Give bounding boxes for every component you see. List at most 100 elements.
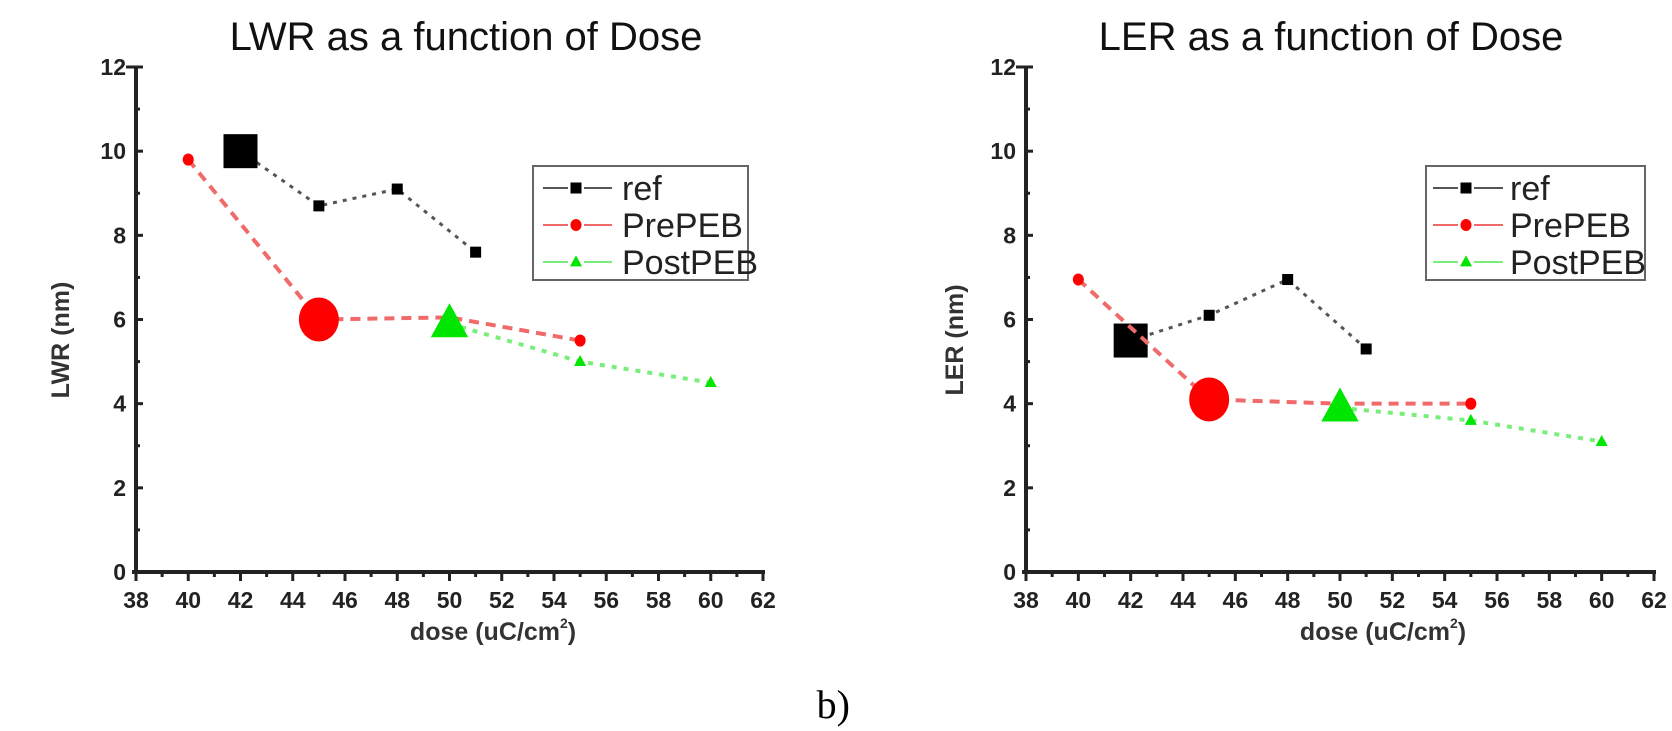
x-axis-label-end: )	[568, 618, 576, 646]
legend-marker-icon	[570, 182, 582, 194]
y-tick-label: 2	[113, 475, 126, 501]
legend-item-prepeb: PrePEB	[1433, 207, 1631, 245]
data-point	[574, 354, 587, 366]
x-tick-label: 50	[1327, 587, 1353, 613]
y-tick-label: 12	[990, 54, 1016, 80]
x-tick-label: 38	[1013, 587, 1039, 613]
x-axis-label-base: dose (uC/cm	[410, 618, 560, 646]
legend-label: ref	[622, 170, 662, 208]
x-tick-label: 42	[1118, 587, 1144, 613]
y-tick-label: 10	[100, 138, 126, 164]
legend-box	[532, 165, 749, 281]
x-tick-label: 48	[1275, 587, 1301, 613]
x-axis-label-superscript: 2	[560, 615, 568, 631]
data-point	[182, 153, 194, 166]
x-tick-label: 60	[698, 587, 724, 613]
legend-label: PrePEB	[622, 207, 743, 245]
legend-marker-icon	[1460, 182, 1472, 194]
y-tick-label: 8	[113, 222, 126, 248]
x-tick-label: 48	[384, 587, 410, 613]
x-tick-label: 54	[541, 587, 567, 613]
series-ref	[1113, 274, 1372, 358]
data-point	[313, 200, 325, 212]
x-tick-label: 46	[332, 587, 358, 613]
x-axis-label: dose (uC/cm2)	[1300, 615, 1466, 646]
x-tick-label: 38	[123, 587, 149, 613]
legend-marker-icon	[569, 255, 583, 267]
data-point	[391, 183, 403, 195]
legend-item-postpeb: PostPEB	[543, 244, 758, 282]
chart-title: LWR as a function of Dose	[230, 15, 703, 59]
series-postpeb	[430, 303, 717, 388]
x-tick-label: 50	[437, 587, 463, 613]
y-tick-label: 0	[1003, 559, 1016, 585]
x-tick-label: 54	[1432, 587, 1458, 613]
data-point	[1360, 343, 1372, 355]
series-line	[1130, 277, 1368, 351]
series-line	[186, 158, 581, 343]
chart-title: LER as a function of Dose	[1099, 15, 1564, 59]
legend-item-postpeb: PostPEB	[1433, 244, 1646, 282]
series-line	[448, 321, 712, 385]
y-tick-label: 2	[1003, 475, 1016, 501]
x-axis-label-superscript: 2	[1450, 615, 1458, 631]
y-tick-label: 10	[990, 138, 1016, 164]
data-point	[1464, 413, 1477, 425]
legend-label: PrePEB	[1510, 207, 1631, 245]
data-point	[470, 246, 482, 258]
x-tick-label: 40	[1066, 587, 1092, 613]
x-tick-label: 44	[280, 587, 306, 613]
legend-marker-icon	[570, 218, 582, 232]
x-axis-label-base: dose (uC/cm	[1300, 618, 1450, 646]
y-tick-label: 4	[113, 391, 126, 417]
y-axis-label: LER (nm)	[941, 284, 969, 395]
series-line	[1076, 278, 1471, 406]
series-ref	[223, 134, 482, 258]
legend-label: PostPEB	[622, 244, 758, 282]
data-point	[1282, 274, 1294, 286]
figure-caption: b)	[817, 682, 850, 727]
highlighted-data-point	[298, 297, 339, 342]
legend-marker-icon	[1460, 218, 1472, 232]
x-tick-label: 42	[228, 587, 254, 613]
x-tick-label: 44	[1170, 587, 1196, 613]
x-tick-label: 40	[175, 587, 201, 613]
x-tick-label: 52	[489, 587, 515, 613]
series-prepeb	[182, 153, 586, 347]
y-tick-label: 0	[113, 559, 126, 585]
x-tick-label: 56	[593, 587, 619, 613]
x-tick-label: 46	[1223, 587, 1249, 613]
y-tick-label: 4	[1003, 391, 1016, 417]
data-point	[1465, 397, 1477, 410]
x-tick-label: 60	[1589, 587, 1615, 613]
legend-label: ref	[1510, 170, 1550, 208]
y-axis-label: LWR (nm)	[47, 282, 75, 399]
x-tick-label: 52	[1380, 587, 1406, 613]
legend-item-ref: ref	[1433, 170, 1550, 208]
series-line	[1339, 405, 1602, 444]
legend-marker-icon	[1459, 255, 1473, 267]
highlighted-data-point	[1321, 387, 1359, 422]
series-line	[239, 149, 477, 254]
y-tick-label: 6	[1003, 307, 1016, 333]
y-tick-label: 6	[113, 307, 126, 333]
x-tick-label: 62	[750, 587, 776, 613]
legend-label: PostPEB	[1510, 244, 1646, 282]
y-tick-label: 12	[100, 54, 126, 80]
x-axis-label-end: )	[1458, 618, 1466, 646]
legend-item-ref: ref	[543, 170, 662, 208]
highlighted-data-point	[1189, 377, 1230, 422]
data-point	[704, 376, 717, 388]
x-tick-label: 58	[646, 587, 672, 613]
highlighted-data-point	[430, 303, 469, 338]
data-point	[1072, 273, 1084, 286]
legend-item-prepeb: PrePEB	[543, 207, 743, 245]
x-tick-label: 62	[1641, 587, 1667, 613]
x-tick-label: 58	[1537, 587, 1563, 613]
x-tick-label: 56	[1484, 587, 1510, 613]
y-tick-label: 8	[1003, 222, 1016, 248]
